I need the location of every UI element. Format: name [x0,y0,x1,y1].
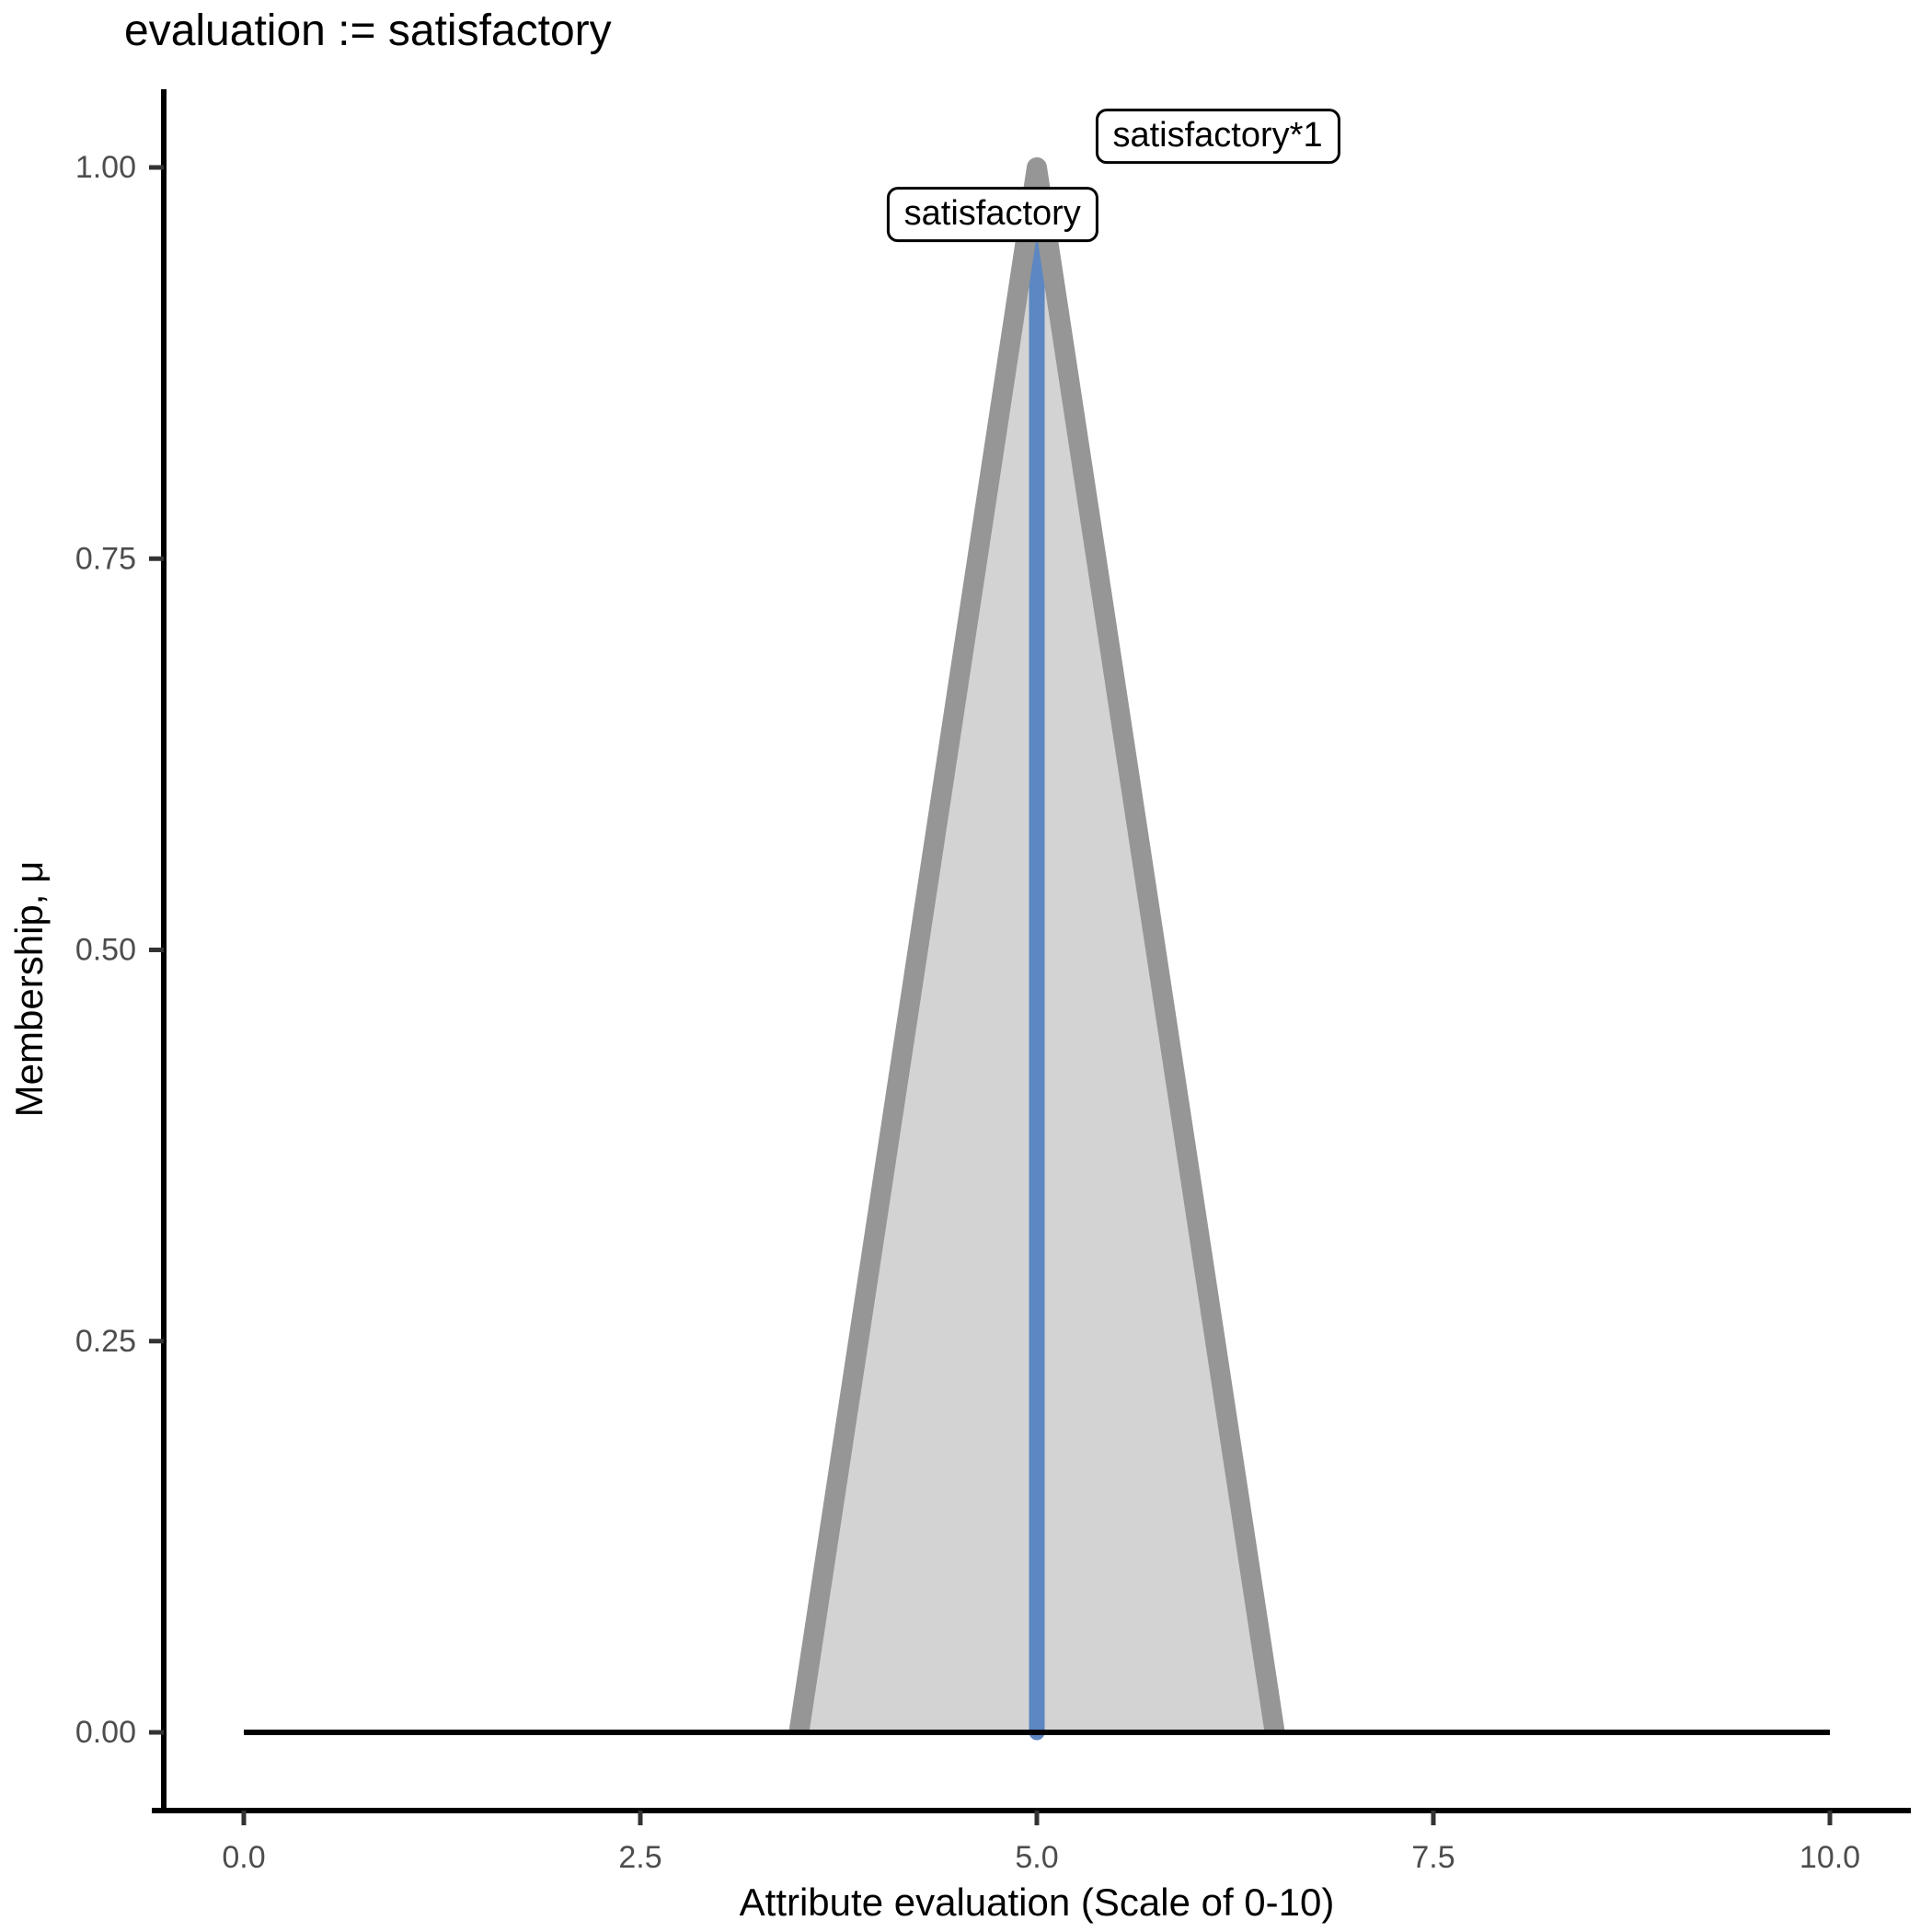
membership-outline [788,157,1285,1734]
y-axis-title: Membership, μ [7,861,51,1118]
y-tick-label: 1.00 [75,150,136,185]
y-tick-label: 0.00 [75,1715,136,1750]
x-tick-label: 0.0 [222,1840,265,1875]
x-tick-label: 2.5 [618,1840,661,1875]
x-tick-label: 7.5 [1411,1840,1455,1875]
x-tick-label: 5.0 [1015,1840,1058,1875]
y-tick-label: 0.50 [75,933,136,968]
x-axis-title: Attribute evaluation (Scale of 0-10) [740,1880,1335,1924]
chart-title: evaluation := satisfactory [124,6,612,55]
y-tick-label: 0.75 [75,541,136,576]
y-tick-label: 0.25 [75,1324,136,1359]
x-tick-label: 10.0 [1800,1840,1860,1875]
